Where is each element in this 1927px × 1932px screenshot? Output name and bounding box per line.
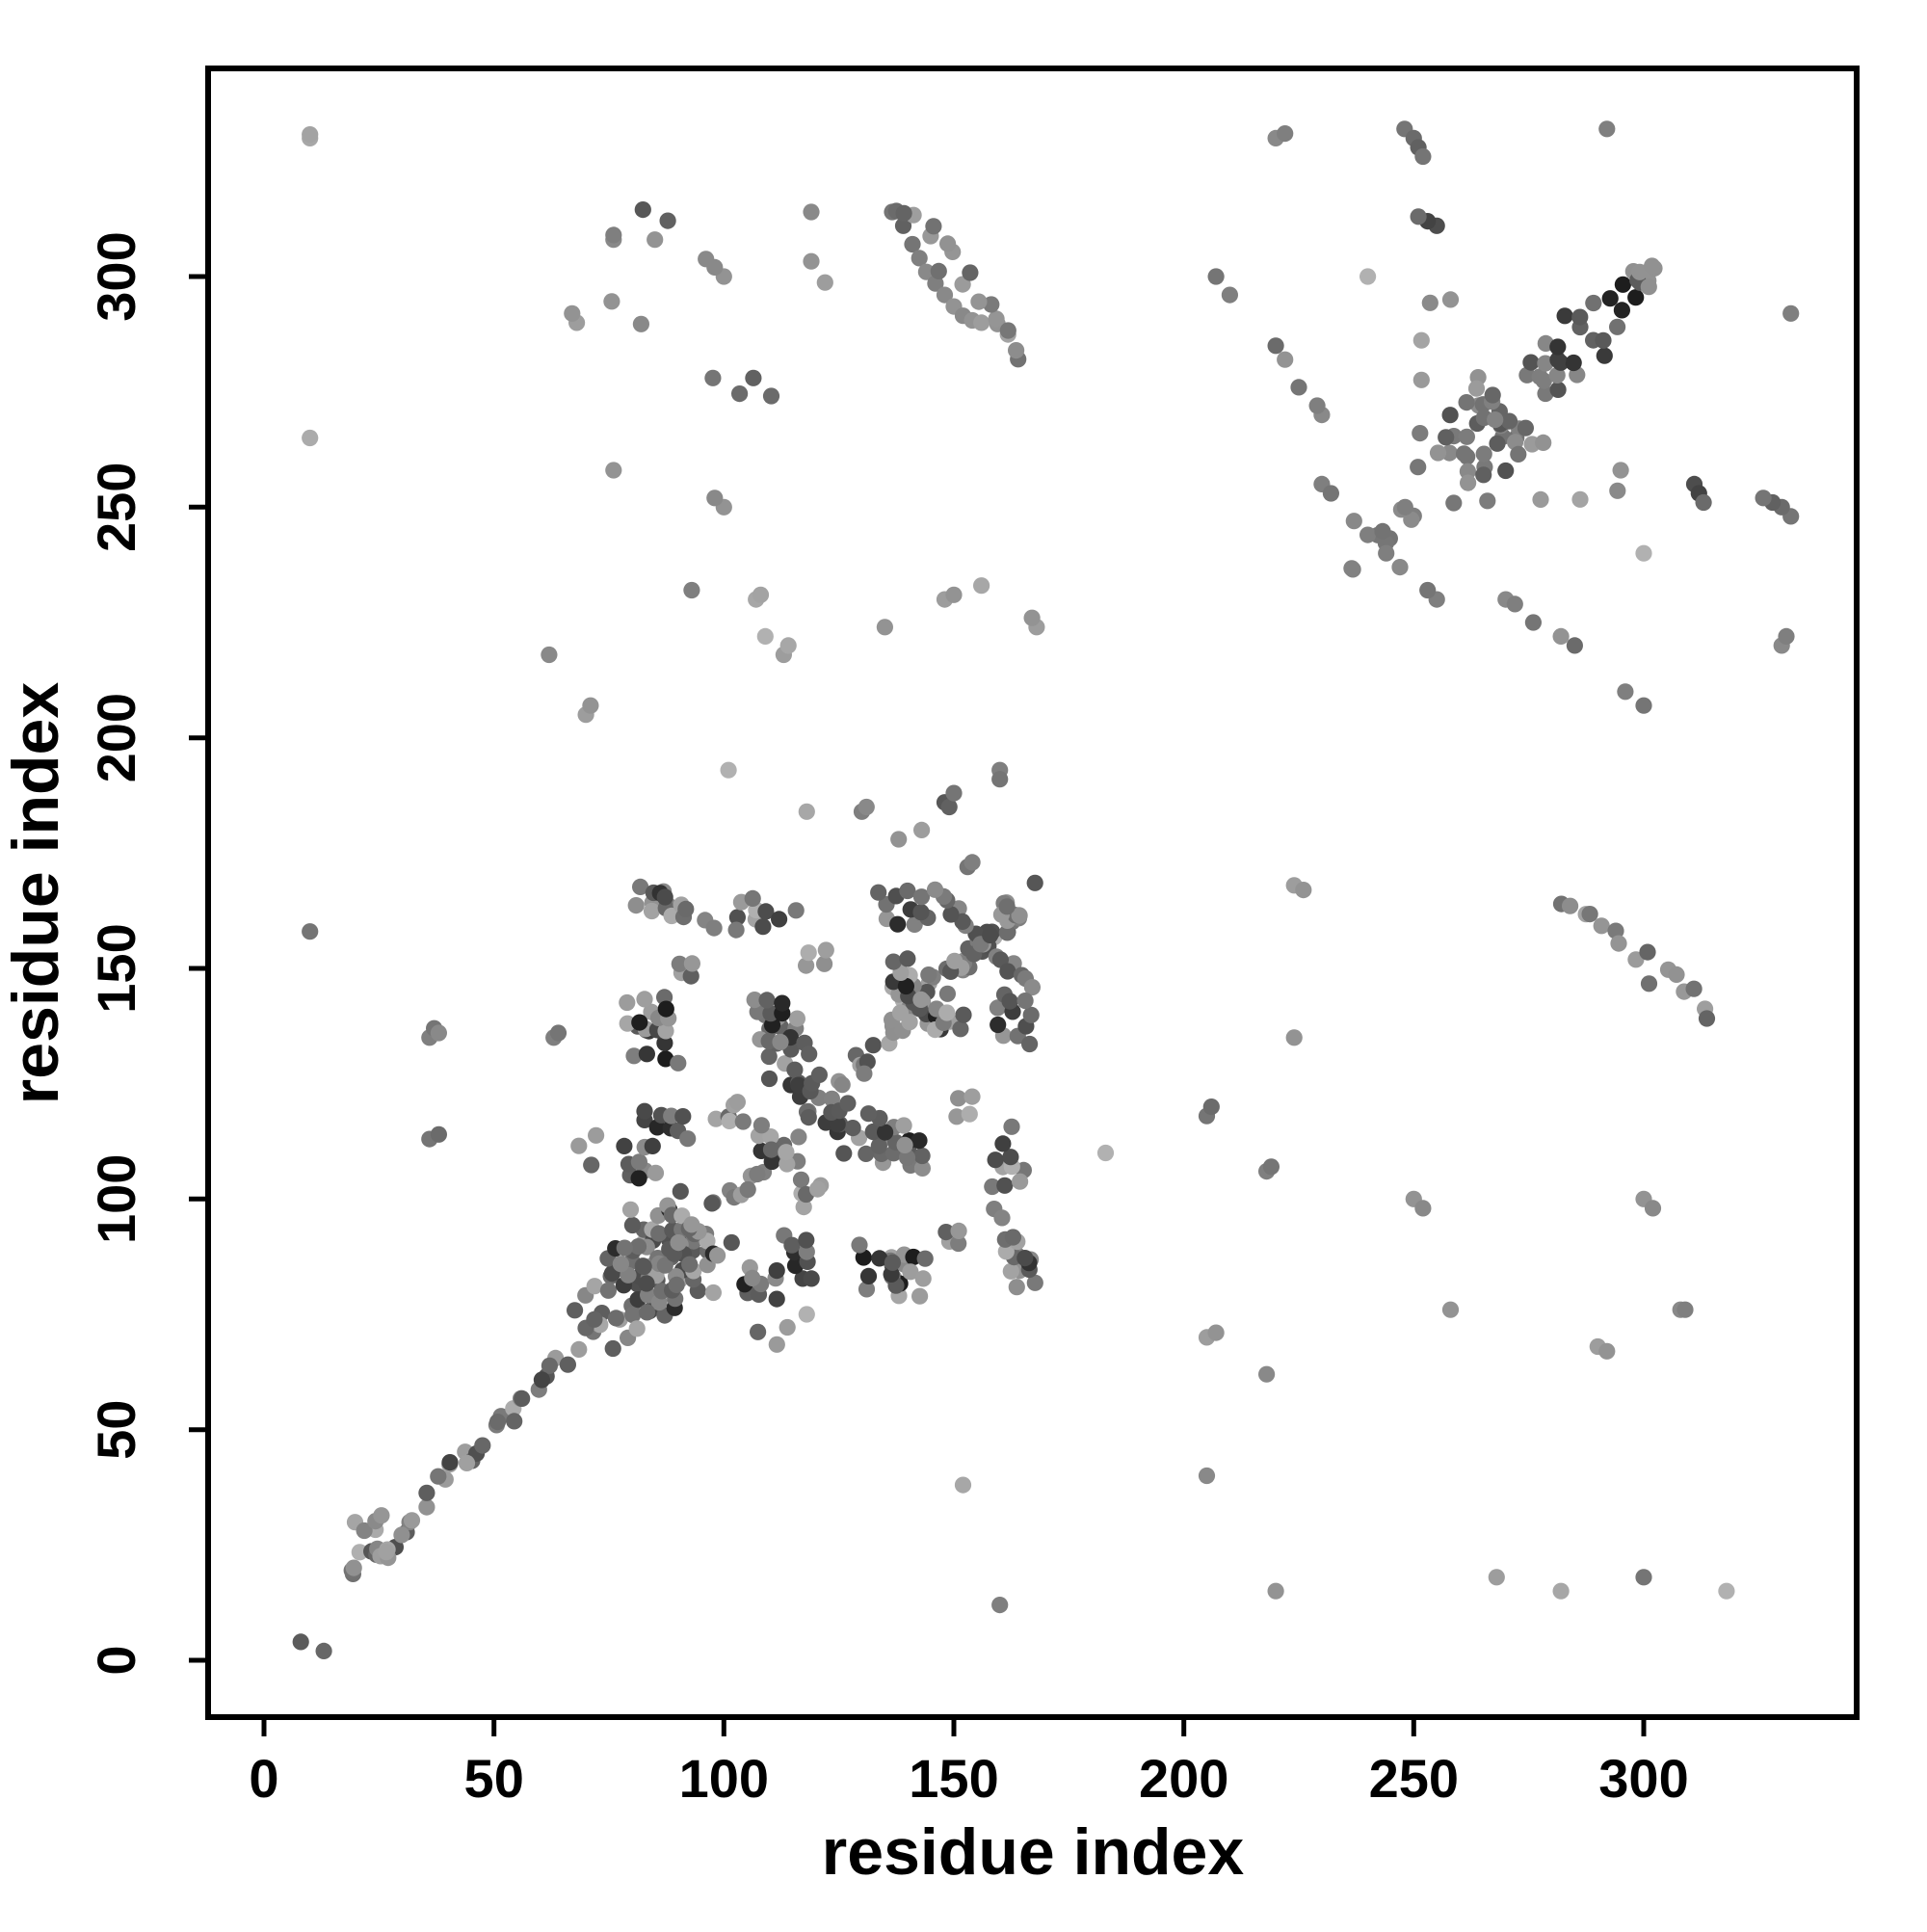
svg-text:250: 250 [1369, 1748, 1459, 1809]
svg-text:300: 300 [86, 231, 146, 321]
svg-text:150: 150 [909, 1748, 998, 1809]
svg-text:50: 50 [464, 1748, 524, 1809]
svg-text:0: 0 [86, 1645, 146, 1675]
svg-text:0: 0 [249, 1748, 278, 1809]
svg-text:200: 200 [1139, 1748, 1228, 1809]
svg-text:50: 50 [86, 1400, 146, 1460]
svg-text:residue index: residue index [822, 1815, 1245, 1889]
svg-text:150: 150 [86, 923, 146, 1013]
svg-text:250: 250 [86, 463, 146, 552]
svg-text:300: 300 [1598, 1748, 1688, 1809]
svg-text:100: 100 [86, 1154, 146, 1244]
svg-text:100: 100 [679, 1748, 769, 1809]
svg-text:residue index: residue index [0, 682, 72, 1105]
svg-text:200: 200 [86, 693, 146, 782]
